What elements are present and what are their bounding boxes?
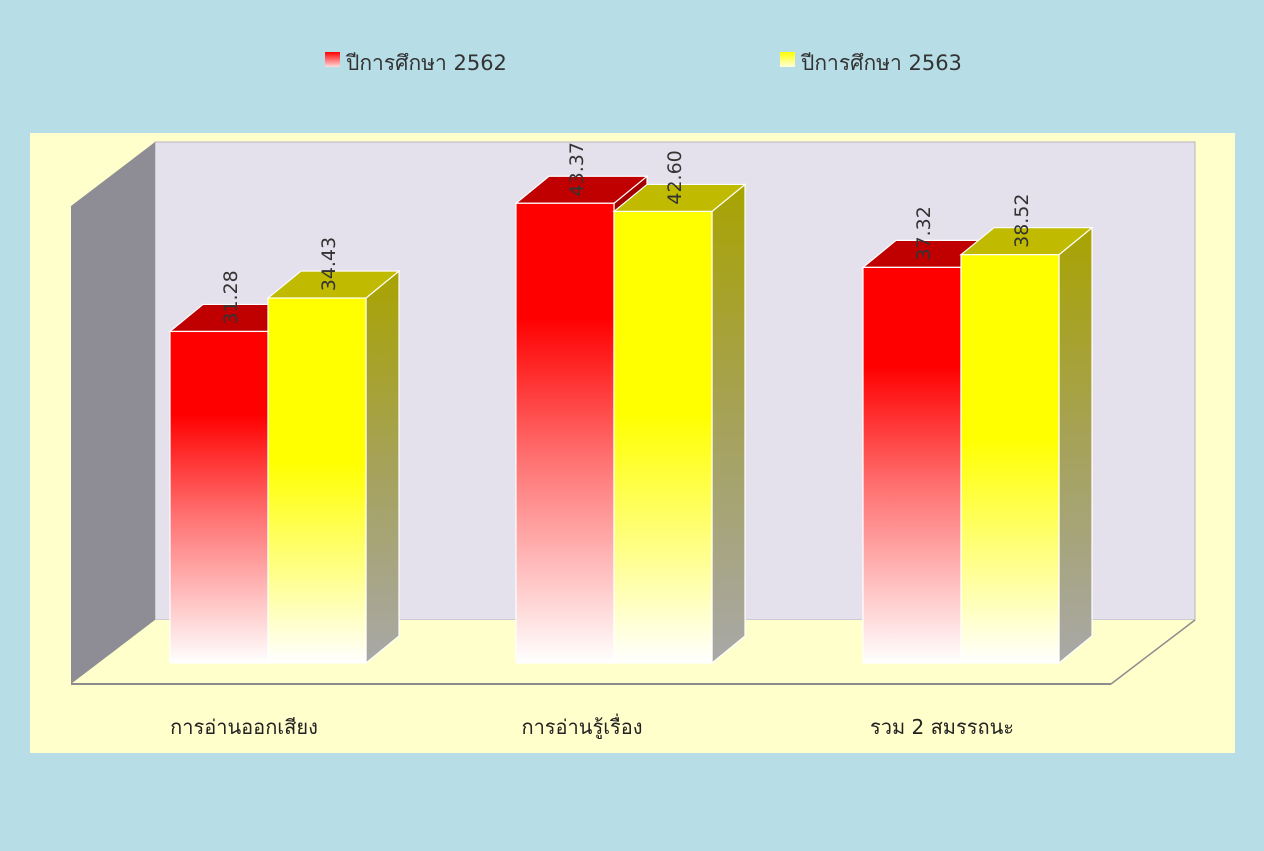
x-tick-label: รวม 2 สมรรถนะ [870,715,1014,739]
data-labels: 31.28 34.43 43.37 42.60 37.32 38.52 [220,142,1033,325]
data-label: 42.60 [664,150,686,204]
data-label: 34.43 [318,237,340,291]
legend-item-2563: ปีการศึกษา 2563 [780,51,962,75]
bar-front [169,330,269,664]
data-label: 31.28 [220,270,242,324]
legend-label: ปีการศึกษา 2562 [345,51,507,75]
data-label: 37.32 [913,206,935,260]
legend-swatch-red [325,52,340,67]
floor-edge [1110,619,1196,685]
side-wall [71,142,155,684]
bar [266,269,401,665]
bar-front [862,266,962,664]
x-tick-label: การอ่านรู้เรื่อง [521,713,642,740]
x-tick-label: การอ่านออกเสียง [170,715,318,739]
legend-label: ปีการศึกษา 2563 [800,51,962,75]
x-tick-labels: การอ่านออกเสียง การอ่านรู้เรื่อง รวม 2 ส… [170,713,1014,740]
legend-item-2562: ปีการศึกษา 2562 [325,51,507,75]
bar-front [267,297,367,664]
bar-front [515,202,615,664]
bars [168,175,1094,665]
bar-front [613,210,713,664]
bar-front [960,254,1060,664]
bar-side [1058,226,1093,665]
bar-side [365,269,400,665]
legend: ปีการศึกษา 2562 ปีการศึกษา 2563 [325,51,962,75]
data-label: 38.52 [1011,193,1033,247]
bar [959,226,1094,665]
bar-side [711,183,746,665]
bar [612,183,747,665]
data-label: 43.37 [566,142,588,196]
legend-swatch-yellow [780,52,795,67]
